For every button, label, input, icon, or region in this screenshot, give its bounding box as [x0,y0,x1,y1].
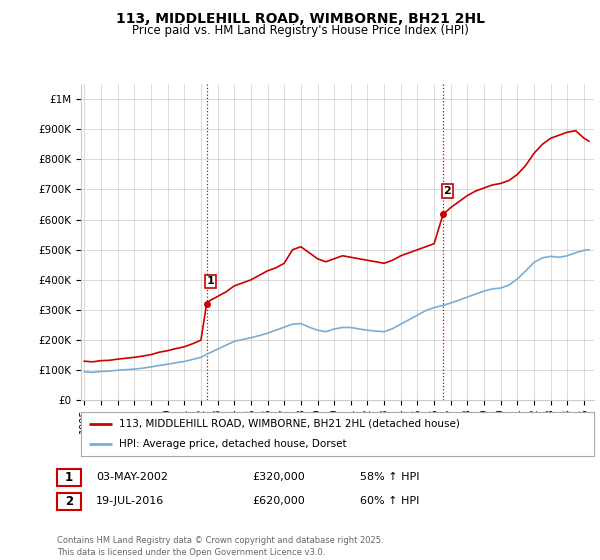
Text: Contains HM Land Registry data © Crown copyright and database right 2025.
This d: Contains HM Land Registry data © Crown c… [57,536,383,557]
Text: 1: 1 [65,470,73,484]
Text: 03-MAY-2002: 03-MAY-2002 [96,472,168,482]
Text: 2: 2 [65,494,73,508]
Text: Price paid vs. HM Land Registry's House Price Index (HPI): Price paid vs. HM Land Registry's House … [131,24,469,36]
Text: £620,000: £620,000 [252,496,305,506]
Text: 2: 2 [443,186,451,196]
Text: 58% ↑ HPI: 58% ↑ HPI [360,472,419,482]
Text: HPI: Average price, detached house, Dorset: HPI: Average price, detached house, Dors… [119,439,347,449]
Text: 113, MIDDLEHILL ROAD, WIMBORNE, BH21 2HL (detached house): 113, MIDDLEHILL ROAD, WIMBORNE, BH21 2HL… [119,419,460,429]
Text: £320,000: £320,000 [252,472,305,482]
Text: 1: 1 [207,277,215,286]
Text: 60% ↑ HPI: 60% ↑ HPI [360,496,419,506]
Text: 113, MIDDLEHILL ROAD, WIMBORNE, BH21 2HL: 113, MIDDLEHILL ROAD, WIMBORNE, BH21 2HL [115,12,485,26]
Text: 19-JUL-2016: 19-JUL-2016 [96,496,164,506]
